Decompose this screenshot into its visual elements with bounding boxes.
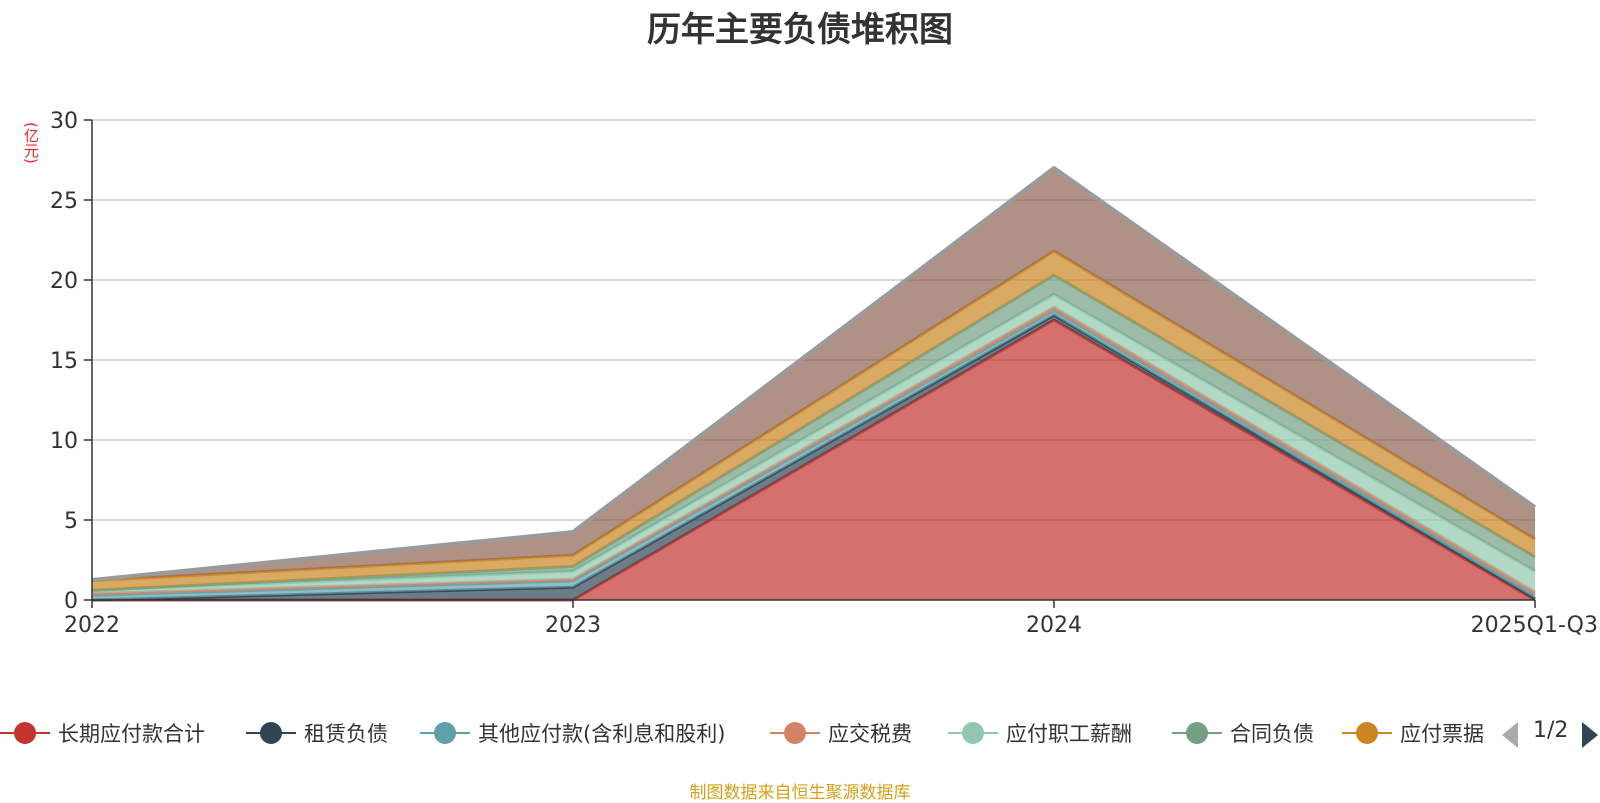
- area-series-7[interactable]: [92, 168, 1535, 581]
- legend-label: 合同负债: [1230, 722, 1314, 746]
- legend-marker-icon: [1172, 722, 1222, 744]
- data-source-note: 制图数据来自恒生聚源数据库: [689, 783, 911, 803]
- area-series-4[interactable]: [92, 294, 1535, 594]
- y-tick-label: 5: [64, 509, 78, 534]
- area-series-5[interactable]: [92, 275, 1535, 591]
- legend-label: 长期应付款合计: [58, 722, 205, 746]
- legend-page-indicator: 1/2: [1533, 718, 1569, 743]
- x-tick-label: 2023: [545, 613, 601, 638]
- y-tick-label: 15: [50, 349, 78, 374]
- stack-top-line: [91, 166, 1537, 582]
- legend-marker-icon: [770, 722, 820, 744]
- legend-item[interactable]: 租赁负债: [246, 713, 388, 753]
- x-tick-label: 2025Q1-Q3: [1471, 613, 1598, 638]
- legend-item[interactable]: 合同负债: [1172, 713, 1314, 753]
- legend-label: 应付职工薪酬: [1006, 722, 1132, 746]
- legend-label: 租赁负债: [304, 722, 388, 746]
- y-tick-label: 0: [64, 589, 78, 614]
- legend-marker-icon: [1342, 722, 1392, 744]
- y-tick-label: 10: [50, 429, 78, 454]
- chart-legend: 长期应付款合计 租赁负债 其他应付款(含利息和股利) 应交税费 应付职工薪酬 合同负债 应付…: [0, 713, 1500, 753]
- legend-item[interactable]: 长期应付款合计: [0, 713, 205, 753]
- x-tick-label: 2024: [1026, 613, 1082, 638]
- stacked-area-chart: 0 5 10 15 20 25 30 2022 2023 2024 2025Q1-Q3: [50, 109, 1598, 638]
- y-tick-label: 30: [50, 109, 78, 134]
- legend-item[interactable]: 应交税费: [770, 713, 912, 753]
- y-tick-label: 25: [50, 189, 78, 214]
- chart-title: 历年主要负债堆积图: [647, 10, 953, 50]
- area-series-6[interactable]: [92, 251, 1535, 591]
- legend-prev-icon[interactable]: [1500, 720, 1520, 756]
- legend-label: 其他应付款(含利息和股利): [478, 722, 726, 746]
- legend-item[interactable]: 应付票据: [1342, 713, 1484, 753]
- legend-item[interactable]: 应付职工薪酬: [948, 713, 1132, 753]
- y-axis-unit-label: (亿元): [22, 122, 40, 164]
- x-tick-label: 2022: [64, 613, 120, 638]
- legend-marker-icon: [0, 722, 50, 744]
- legend-item[interactable]: 其他应付款(含利息和股利): [420, 713, 725, 753]
- legend-label: 应交税费: [828, 722, 912, 746]
- legend-pager: 1/2: [1500, 718, 1600, 754]
- legend-marker-icon: [948, 722, 998, 744]
- y-tick-label: 20: [50, 269, 78, 294]
- legend-marker-icon: [420, 722, 470, 744]
- legend-label: 应付票据: [1400, 722, 1484, 746]
- legend-next-icon[interactable]: [1580, 720, 1600, 756]
- legend-marker-icon: [246, 722, 296, 744]
